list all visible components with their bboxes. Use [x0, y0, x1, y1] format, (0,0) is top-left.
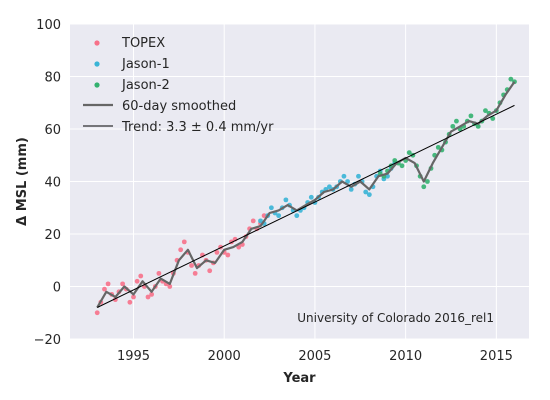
- point-jason-1: [294, 213, 300, 219]
- y-tick-labels: −20 0 20 40 60 80 100: [34, 18, 61, 348]
- y-axis-title: Δ MSL (mm): [15, 137, 30, 226]
- point-topex: [120, 281, 126, 287]
- point-jason-1: [348, 186, 354, 192]
- y-tick-label: 40: [44, 176, 61, 191]
- point-jason-2: [454, 118, 459, 124]
- point-jason-1: [345, 179, 350, 184]
- point-jason-1: [363, 189, 369, 195]
- x-tick-labels: 1995 2000 2005 2010 2015: [117, 349, 513, 364]
- point-jason-2: [468, 113, 474, 119]
- point-jason-2: [508, 76, 514, 82]
- smoothed-line: [96, 81, 516, 309]
- y-tick-label: 20: [44, 228, 61, 243]
- point-topex: [138, 273, 144, 279]
- trend-line: [96, 104, 515, 308]
- legend-marker: [94, 61, 100, 67]
- point-jason-2: [406, 150, 412, 156]
- x-tick-label: 1995: [117, 349, 150, 364]
- point-jason-2: [421, 184, 427, 190]
- y-tick-label: 100: [36, 18, 61, 33]
- legend-label: TOPEX: [121, 36, 165, 51]
- point-jason-2: [450, 123, 456, 129]
- point-topex: [192, 270, 198, 276]
- y-tick-label: 0: [53, 281, 61, 296]
- legend-label: 60-day smoothed: [122, 99, 236, 114]
- point-topex: [189, 263, 194, 268]
- point-jason-1: [341, 173, 347, 179]
- point-topex: [127, 299, 133, 305]
- point-jason-1: [276, 213, 282, 219]
- y-tick-label: 60: [44, 123, 61, 138]
- point-jason-1: [308, 194, 314, 200]
- point-topex: [105, 281, 111, 287]
- point-topex: [149, 291, 155, 297]
- legend-label: Jason-1: [121, 57, 170, 72]
- point-topex: [261, 213, 267, 219]
- point-topex: [250, 218, 256, 224]
- point-topex: [181, 239, 187, 245]
- grid-x: [132, 24, 497, 339]
- legend-label: Jason-2: [121, 78, 170, 93]
- point-jason-2: [490, 116, 496, 121]
- line-series: [96, 81, 516, 309]
- x-tick-label: 2010: [389, 349, 422, 364]
- point-jason-1: [327, 184, 332, 190]
- point-topex: [225, 252, 231, 258]
- legend-marker: [94, 82, 100, 88]
- point-topex: [131, 294, 136, 300]
- x-tick-label: 2000: [208, 349, 241, 364]
- source-annotation: University of Colorado 2016_rel1: [297, 311, 494, 325]
- point-jason-2: [425, 179, 430, 184]
- point-topex: [94, 310, 100, 316]
- point-topex: [156, 270, 162, 276]
- point-jason-2: [399, 163, 405, 169]
- legend: TOPEX Jason-1 Jason-2 60-day smoothed Trend:…: [83, 36, 274, 135]
- point-topex: [102, 286, 107, 292]
- point-jason-1: [258, 218, 263, 224]
- y-tick-label: 80: [44, 71, 61, 86]
- point-jason-2: [392, 158, 398, 163]
- x-axis-title: Year: [282, 371, 316, 386]
- point-jason-1: [366, 192, 372, 198]
- point-topex: [167, 284, 173, 289]
- legend-label: Trend: 3.3 ± 0.4 mm/yr: [121, 120, 274, 135]
- legend-marker: [94, 40, 100, 46]
- point-jason-1: [268, 205, 274, 211]
- point-topex: [145, 294, 151, 300]
- point-topex: [207, 268, 213, 274]
- point-jason-2: [475, 123, 481, 129]
- point-jason-1: [356, 173, 361, 179]
- y-tick-label: −20: [34, 333, 61, 348]
- point-jason-2: [483, 108, 488, 114]
- point-jason-1: [283, 197, 289, 203]
- point-topex: [214, 249, 220, 255]
- point-topex: [134, 278, 140, 284]
- x-tick-label: 2015: [480, 349, 513, 364]
- point-jason-2: [435, 144, 441, 150]
- x-tick-label: 2005: [298, 349, 331, 364]
- point-topex: [178, 247, 184, 253]
